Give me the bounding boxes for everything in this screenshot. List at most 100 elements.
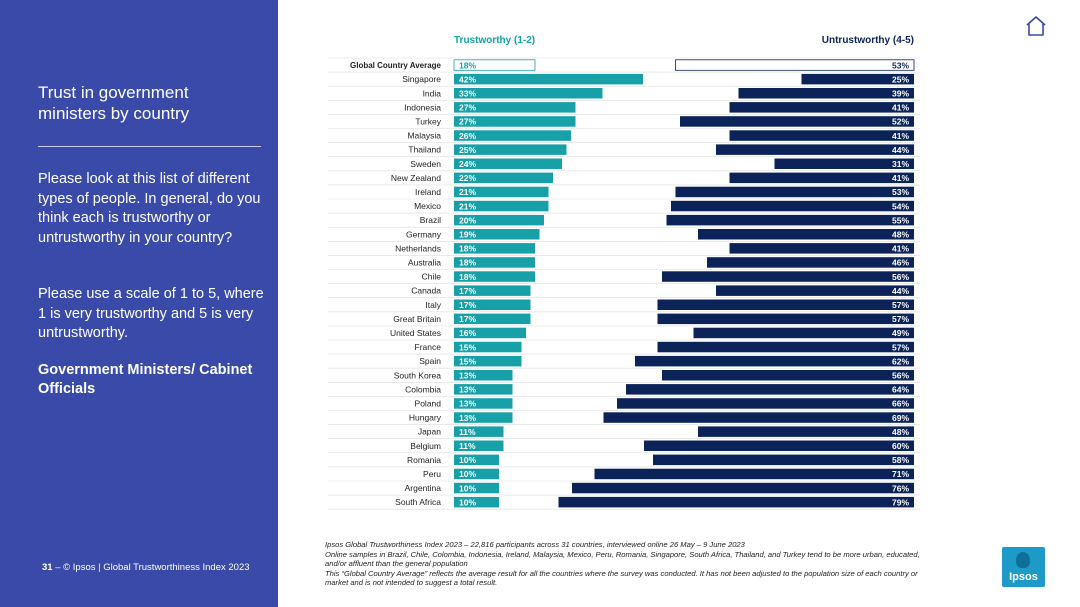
value-label-untrustworthy-poland: 66% — [892, 399, 909, 409]
page-title: Trust in government ministers by country — [38, 83, 190, 123]
value-label-trustworthy-brazil: 20% — [459, 215, 476, 225]
bar-trustworthy-indonesia — [454, 102, 576, 113]
bar-untrustworthy-india — [738, 88, 914, 99]
value-label-untrustworthy-romania: 58% — [892, 455, 909, 465]
ipsos-logo: Ipsos — [1002, 547, 1045, 587]
bar-trustworthy-global-country-average — [453, 59, 536, 71]
bar-untrustworthy-new-zealand — [729, 172, 914, 184]
bar-untrustworthy-netherlands — [729, 243, 914, 254]
value-label-untrustworthy-thailand: 44% — [892, 145, 909, 155]
value-label-trustworthy-indonesia: 27% — [459, 103, 476, 113]
value-label-untrustworthy-netherlands: 41% — [892, 244, 909, 254]
subject-heading: Government Ministers/ Cabinet Officials — [38, 362, 253, 397]
value-label-trustworthy-great-britain: 17% — [459, 314, 476, 324]
bar-untrustworthy-great-britain — [657, 313, 914, 325]
bar-untrustworthy-malaysia — [729, 130, 914, 141]
category-label-brazil: Brazil — [420, 215, 441, 225]
value-label-untrustworthy-south-korea: 56% — [892, 371, 909, 381]
value-label-trustworthy-canada: 17% — [459, 286, 476, 296]
value-label-trustworthy-thailand: 25% — [459, 145, 476, 155]
category-label-mexico: Mexico — [414, 201, 441, 211]
bar-trustworthy-poland — [454, 398, 513, 409]
bar-untrustworthy-germany — [698, 229, 914, 240]
category-label-india: India — [423, 88, 442, 98]
value-label-trustworthy-ireland: 21% — [459, 187, 476, 197]
value-label-trustworthy-south-africa: 10% — [459, 497, 476, 507]
value-label-untrustworthy-japan: 48% — [892, 427, 909, 437]
copyright-text: – © Ipsos | Global Trustworthiness Index… — [55, 562, 250, 573]
bar-trustworthy-united-states — [454, 327, 526, 339]
bar-untrustworthy-global-country-average — [675, 59, 915, 71]
value-label-untrustworthy-singapore: 25% — [892, 74, 909, 84]
bar-untrustworthy-chile — [662, 271, 914, 282]
bar-trustworthy-belgium — [454, 440, 504, 451]
value-label-untrustworthy-france: 57% — [892, 342, 909, 352]
value-label-trustworthy-sweden: 24% — [459, 159, 476, 169]
bar-trustworthy-france — [454, 341, 522, 353]
bar-trustworthy-italy — [454, 299, 531, 310]
category-label-france: France — [415, 342, 442, 352]
value-label-untrustworthy-mexico: 54% — [892, 201, 909, 211]
divider — [38, 146, 261, 147]
value-label-untrustworthy-india: 39% — [892, 89, 909, 99]
value-label-trustworthy-poland: 13% — [459, 399, 476, 409]
category-label-chile: Chile — [422, 272, 442, 282]
category-label-peru: Peru — [423, 469, 441, 479]
value-label-trustworthy-colombia: 13% — [459, 385, 476, 395]
bar-untrustworthy-poland — [617, 398, 914, 409]
home-icon[interactable] — [1024, 14, 1048, 38]
bar-untrustworthy-japan — [698, 426, 914, 437]
bar-trustworthy-malaysia — [454, 130, 571, 141]
survey-question: Please look at this list of different ty… — [38, 171, 261, 246]
bar-trustworthy-japan — [454, 426, 504, 437]
bar-untrustworthy-australia — [707, 257, 914, 268]
category-label-thailand: Thailand — [408, 145, 441, 155]
bar-untrustworthy-singapore — [801, 73, 914, 85]
category-label-romania: Romania — [407, 455, 441, 465]
bar-untrustworthy-mexico — [671, 200, 914, 212]
category-label-malaysia: Malaysia — [407, 131, 441, 141]
bar-untrustworthy-canada — [716, 285, 914, 296]
value-label-trustworthy-new-zealand: 22% — [459, 173, 476, 183]
category-label-indonesia: Indonesia — [404, 102, 441, 112]
value-label-trustworthy-france: 15% — [459, 342, 476, 352]
value-label-untrustworthy-malaysia: 41% — [892, 131, 909, 141]
value-label-trustworthy-global-country-average: 18% — [459, 60, 476, 70]
bar-untrustworthy-south-africa — [558, 496, 914, 508]
category-label-new-zealand: New Zealand — [391, 173, 441, 183]
category-label-belgium: Belgium — [410, 441, 441, 451]
value-label-trustworthy-belgium: 11% — [459, 441, 476, 451]
bar-untrustworthy-brazil — [666, 214, 914, 226]
bar-trustworthy-germany — [454, 229, 540, 240]
value-label-trustworthy-italy: 17% — [459, 300, 476, 310]
value-label-untrustworthy-global-country-average: 53% — [892, 60, 909, 70]
category-label-argentina: Argentina — [405, 483, 442, 493]
value-label-untrustworthy-colombia: 64% — [892, 385, 909, 395]
logo-mark — [1016, 552, 1030, 568]
value-label-trustworthy-south-korea: 13% — [459, 371, 476, 381]
scale-description: Please use a scale of 1 to 5, where 1 is… — [38, 286, 264, 341]
footnote-line-3: This “Global Country Average” reflects t… — [325, 568, 918, 588]
bar-untrustworthy-france — [657, 341, 914, 353]
value-label-untrustworthy-great-britain: 57% — [892, 314, 909, 324]
value-label-trustworthy-spain: 15% — [459, 356, 476, 366]
bar-trustworthy-south-africa — [454, 496, 499, 508]
bar-trustworthy-singapore — [454, 73, 643, 85]
value-label-untrustworthy-peru: 71% — [892, 469, 909, 479]
value-label-trustworthy-romania: 10% — [459, 455, 476, 465]
footnote-line-2: Online samples in Brazil, Chile, Colombi… — [325, 549, 920, 569]
value-label-trustworthy-netherlands: 18% — [459, 244, 476, 254]
category-label-netherlands: Netherlands — [395, 243, 441, 253]
category-label-poland: Poland — [415, 398, 442, 408]
bar-untrustworthy-ireland — [675, 186, 914, 198]
category-label-hungary: Hungary — [409, 413, 442, 423]
value-label-untrustworthy-hungary: 69% — [892, 413, 909, 423]
value-label-untrustworthy-united-states: 49% — [892, 328, 909, 338]
category-label-south-korea: South Korea — [394, 370, 442, 380]
page-number: 31 — [42, 562, 53, 573]
bar-trustworthy-netherlands — [454, 243, 535, 254]
bar-trustworthy-ireland — [454, 186, 549, 198]
value-label-trustworthy-united-states: 16% — [459, 328, 476, 338]
value-label-trustworthy-chile: 18% — [459, 272, 476, 282]
value-label-untrustworthy-australia: 46% — [892, 258, 909, 268]
